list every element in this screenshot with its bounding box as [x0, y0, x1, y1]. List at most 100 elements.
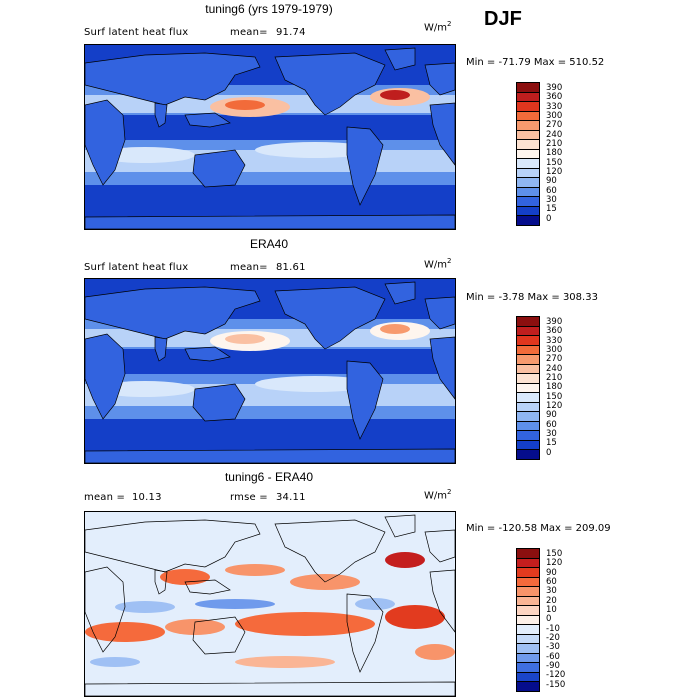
continent-outline [85, 681, 455, 696]
pacific-south-band [255, 142, 375, 158]
colorbar-swatch [517, 374, 539, 384]
anomaly-region [225, 564, 285, 576]
continent-outline [192, 616, 246, 655]
continent-outline [192, 383, 246, 422]
panel2-mean-value: 81.61 [276, 262, 306, 273]
colorbar-swatch [517, 130, 539, 141]
continent-outline [85, 566, 126, 653]
anomaly-region [235, 656, 335, 668]
panel1-colorbar [516, 82, 540, 226]
colorbar-swatch [517, 615, 539, 626]
colorbar-swatch [517, 178, 539, 188]
colorbar-swatch [517, 393, 539, 403]
colorbar-label: 15 [546, 438, 557, 449]
colorbar-label: 330 [546, 335, 563, 346]
colorbar-label: 20 [546, 595, 557, 606]
colorbar-swatch [517, 187, 539, 198]
continent-outline [424, 529, 455, 563]
panel3-colorbar [516, 548, 540, 692]
kuroshio-core [225, 100, 265, 110]
colorbar-swatch [517, 606, 539, 616]
panel3-title: tuning6 - ERA40 [224, 470, 314, 484]
kuroshio-core [225, 334, 265, 344]
colorbar-swatch [517, 168, 539, 179]
panel1-map [84, 44, 456, 230]
panel3-colorbar-labels: 150 120 90 60 30 20 10 0 -10 -20 -30 -60 -90 -120 -150 [546, 550, 565, 690]
colorbar-label: 10 [546, 605, 557, 616]
colorbar-swatch [517, 92, 539, 103]
colorbar-swatch [517, 159, 539, 169]
panel1-units: W/m2 [424, 20, 452, 34]
colorbar-label: 30 [546, 586, 557, 597]
colorbar-label: 90 [546, 410, 557, 421]
panel2-variable: Surf latent heat flux [84, 262, 189, 273]
continent-outline [424, 296, 455, 330]
colorbar-label: 0 [546, 213, 552, 224]
colorbar-swatch [517, 121, 539, 131]
panel2-minmax: Min = -3.78 Max = 308.33 [466, 292, 598, 303]
continent-outline [85, 333, 126, 420]
colorbar-swatch [517, 345, 539, 356]
colorbar-label: 210 [546, 139, 563, 150]
colorbar-label: 120 [546, 167, 563, 178]
colorbar-label: 90 [546, 176, 557, 187]
continent-outline [184, 579, 231, 595]
continent-outline [274, 286, 386, 350]
colorbar-swatch [517, 653, 539, 664]
colorbar-label: 150 [546, 549, 563, 559]
colorbar-label: -10 [546, 623, 560, 634]
continent-outline [85, 448, 455, 463]
colorbar-label: 60 [546, 419, 557, 430]
colorbar-swatch [517, 102, 539, 112]
continent-outline [346, 360, 384, 440]
panel3-map-svg [85, 512, 455, 696]
continent-outline [429, 336, 455, 400]
colorbar-swatch [517, 216, 539, 225]
colorbar-swatch [517, 672, 539, 683]
colorbar-label: 120 [546, 558, 563, 569]
colorbar-swatch [517, 644, 539, 654]
panel1-mean-value: 91.74 [276, 27, 306, 38]
panel2-colorbar-labels: 390 360 330 300 270 240 210 180 150 120 90 60 30 15 0 [546, 318, 562, 458]
panel3-rmse-value: 34.11 [276, 492, 306, 503]
anomaly-region [195, 599, 275, 609]
continent-outline [85, 99, 126, 186]
continent-outline [85, 52, 261, 106]
colorbar-label: 330 [546, 101, 563, 112]
continent-outline [274, 519, 386, 583]
panel2-mean-label: mean= [230, 262, 268, 273]
colorbar-label: -90 [546, 661, 560, 672]
panel3-mean-value: 10.13 [132, 492, 162, 503]
colorbar-label: -20 [546, 633, 560, 644]
continent-outline [184, 112, 231, 128]
colorbar-swatch [517, 140, 539, 150]
colorbar-label: 210 [546, 373, 563, 384]
panel2-title: ERA40 [249, 237, 289, 251]
continent-outline [346, 593, 384, 673]
continent-outline [346, 126, 384, 206]
colorbar-label: 30 [546, 195, 557, 206]
anomaly-region [235, 612, 375, 636]
panel1-colorbar-labels: 390 360 330 300 270 240 210 180 150 120 90 60 30 15 0 [546, 84, 562, 224]
colorbar-label: 240 [546, 129, 563, 140]
colorbar-label: 90 [546, 567, 557, 578]
anomaly-region [355, 598, 395, 610]
anomaly-region [115, 601, 175, 613]
colorbar-swatch [517, 355, 539, 365]
continent-outline [384, 514, 416, 538]
continent-outline [274, 52, 386, 116]
continent-outline [192, 149, 246, 188]
colorbar-label: 300 [546, 111, 563, 122]
panel1-variable: Surf latent heat flux [84, 27, 189, 38]
continent-outline [384, 281, 416, 305]
colorbar-swatch [517, 634, 539, 645]
colorbar-label: 180 [546, 382, 563, 393]
panel1-map-svg [85, 45, 455, 229]
colorbar-label: 150 [546, 391, 563, 402]
panel3-minmax: Min = -120.58 Max = 209.09 [466, 523, 611, 534]
anomaly-region [90, 657, 140, 667]
colorbar-label: 270 [546, 354, 563, 365]
colorbar-swatch [517, 682, 539, 691]
panel3-rmse-label: rmse = [230, 492, 268, 503]
colorbar-swatch [517, 587, 539, 597]
